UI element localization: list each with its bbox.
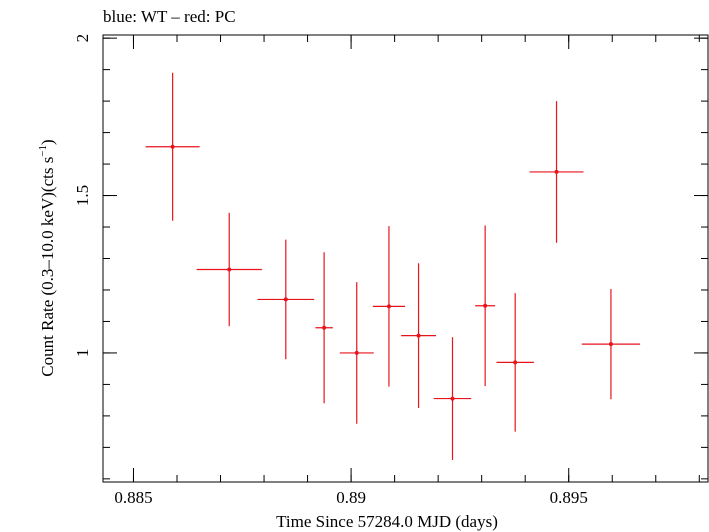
data-marker	[416, 333, 421, 338]
y-axis-label: Count Rate (0.3–10.0 keV)(cts s−1)	[37, 139, 57, 376]
data-point	[257, 239, 315, 360]
data-marker	[354, 350, 359, 355]
data-point	[339, 282, 374, 424]
data-marker	[386, 304, 391, 309]
data-marker	[608, 342, 613, 347]
y-axis-label-main: Count Rate (0.3–10.0 keV)(cts s	[38, 157, 57, 377]
data-marker	[170, 144, 175, 149]
y-tick-label: 1	[73, 349, 92, 358]
data-points	[145, 72, 641, 460]
data-point	[475, 225, 496, 386]
plot-frame	[102, 34, 709, 483]
x-tick-labels: 0.885 0.89 0.895	[114, 488, 588, 507]
x-tick-label: 0.89	[336, 488, 366, 507]
data-marker	[450, 396, 455, 401]
data-point	[433, 337, 472, 460]
data-marker	[283, 297, 288, 302]
data-marker	[554, 169, 559, 174]
y-axis-label-sup: −1	[37, 145, 49, 157]
data-marker	[483, 303, 488, 308]
y-tick-label: 2	[73, 34, 92, 43]
x-tick-label: 0.885	[114, 488, 152, 507]
data-point	[581, 289, 641, 400]
x-axis-label: Time Since 57284.0 MJD (days)	[276, 512, 498, 531]
data-point	[196, 212, 262, 327]
y-tick-labels: 11.52	[73, 34, 92, 357]
y-axis-label-end: )	[38, 139, 57, 145]
axis-ticks	[103, 35, 708, 482]
y-tick-label: 1.5	[73, 185, 92, 206]
data-point	[401, 263, 436, 409]
data-point	[496, 293, 534, 432]
x-tick-label: 0.895	[550, 488, 588, 507]
chart-title: blue: WT – red: PC	[103, 7, 236, 26]
data-marker	[227, 267, 232, 272]
data-point	[529, 101, 584, 243]
data-point	[372, 226, 406, 387]
data-marker	[322, 325, 327, 330]
data-point	[315, 252, 333, 404]
data-marker	[513, 360, 518, 365]
data-point	[145, 72, 200, 221]
